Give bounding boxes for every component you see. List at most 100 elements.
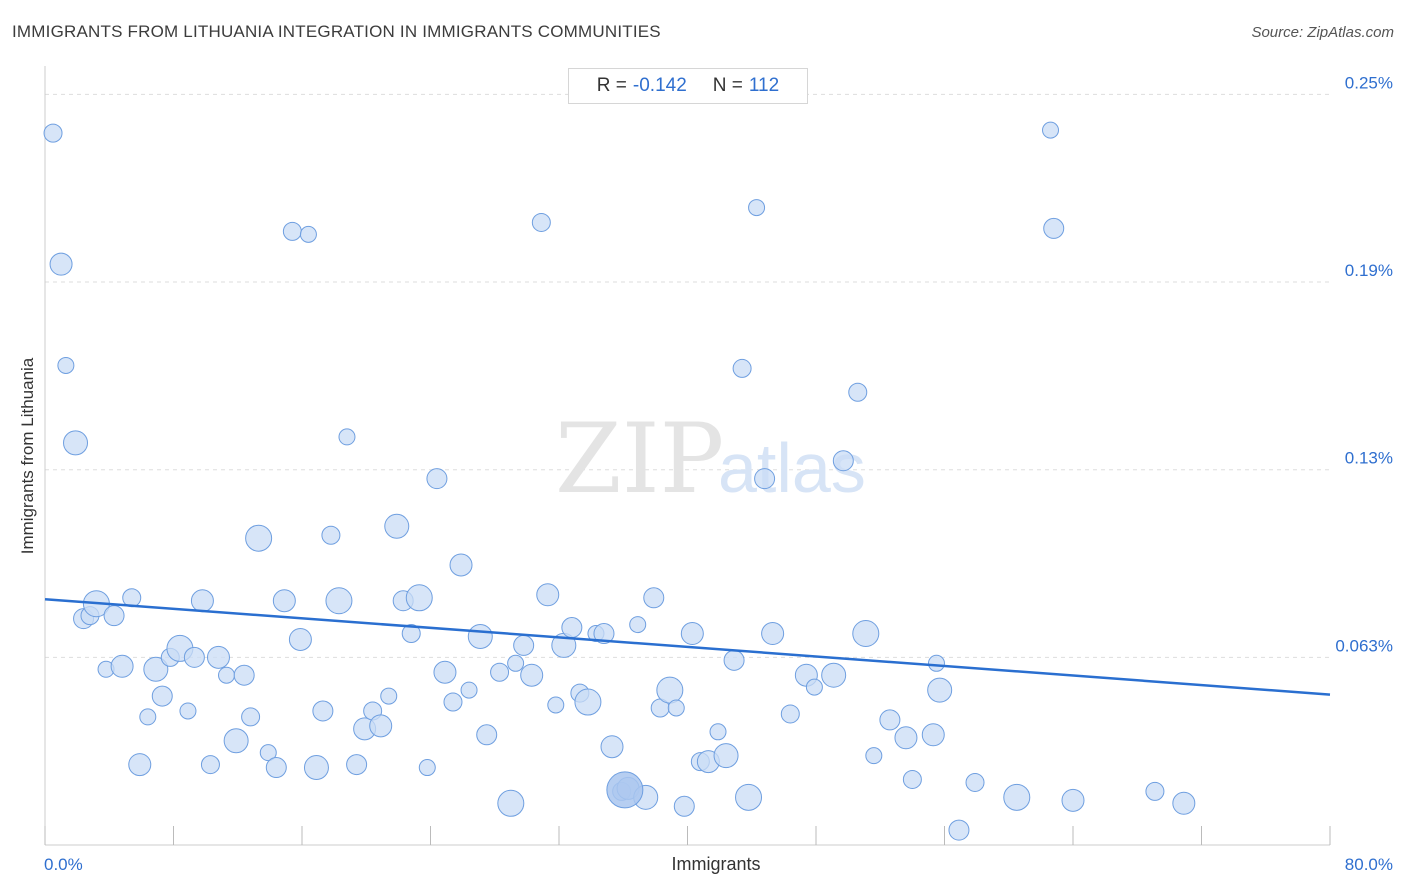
- data-point: [865, 747, 883, 765]
- data-point: [183, 646, 205, 668]
- data-point: [1003, 783, 1031, 811]
- chart-title: IMMIGRANTS FROM LITHUANIA INTEGRATION IN…: [12, 22, 661, 41]
- data-point: [128, 753, 152, 777]
- data-point: [206, 645, 230, 669]
- data-point: [312, 700, 334, 722]
- x-tick-label: 0.0%: [44, 855, 83, 874]
- tick-label-layer: 0.063% 0.13% 0.19% 0.25% 0.0% 80.0%: [44, 73, 1393, 874]
- y-axis-label: Immigrants from Lithuania: [18, 357, 37, 555]
- data-point: [593, 623, 615, 645]
- data-point: [732, 358, 752, 378]
- data-point: [848, 382, 868, 402]
- x-axis-label: Immigrants: [671, 854, 761, 874]
- data-point: [507, 654, 525, 672]
- data-point: [1061, 788, 1085, 812]
- r-value: -0.142: [632, 75, 687, 96]
- data-point: [288, 627, 312, 651]
- data-point: [325, 587, 353, 615]
- data-point: [805, 678, 823, 696]
- data-point: [179, 702, 197, 720]
- axes-layer: [44, 66, 1331, 846]
- n-value: 112: [748, 75, 780, 96]
- y-tick-label: 0.063%: [1335, 636, 1393, 655]
- data-point: [852, 620, 880, 648]
- data-point: [821, 662, 847, 688]
- data-point: [223, 728, 249, 754]
- data-point: [879, 709, 901, 731]
- data-point: [190, 589, 214, 613]
- data-point: [218, 666, 236, 684]
- data-point: [460, 681, 478, 699]
- data-point: [754, 468, 776, 490]
- data-point: [948, 819, 970, 841]
- data-point: [680, 622, 704, 646]
- data-point: [476, 724, 498, 746]
- data-point: [656, 676, 684, 704]
- data-point: [63, 430, 89, 456]
- data-point: [1043, 217, 1065, 239]
- data-point: [245, 524, 273, 552]
- data-point: [561, 617, 583, 639]
- data-point: [233, 664, 255, 686]
- data-point: [338, 428, 356, 446]
- data-point: [433, 660, 457, 684]
- data-point: [547, 696, 565, 714]
- data-point: [265, 757, 287, 779]
- data-point: [139, 708, 157, 726]
- data-point: [927, 677, 953, 703]
- y-tick-label: 0.13%: [1345, 449, 1393, 468]
- data-point: [151, 685, 173, 707]
- data-point: [143, 656, 169, 682]
- data-point: [713, 743, 739, 769]
- trend-layer: [44, 598, 1331, 696]
- data-point: [443, 692, 463, 712]
- data-point: [1042, 121, 1060, 139]
- data-point: [380, 687, 398, 705]
- data-point: [832, 450, 854, 472]
- data-point: [927, 654, 945, 672]
- data-point: [1172, 791, 1196, 815]
- y-tick-label: 0.25%: [1345, 73, 1393, 92]
- data-point: [673, 795, 695, 817]
- data-point: [282, 221, 302, 241]
- data-point: [531, 212, 551, 232]
- data-point: [259, 744, 277, 762]
- data-point: [110, 654, 134, 678]
- data-point: [780, 704, 800, 724]
- data-point: [667, 699, 685, 717]
- data-point: [303, 755, 329, 781]
- data-point: [49, 252, 73, 276]
- data-point: [748, 199, 766, 217]
- data-point: [449, 553, 473, 577]
- data-point: [735, 783, 763, 811]
- data-point: [384, 513, 410, 539]
- x-tick-label: 80.0%: [1345, 855, 1393, 874]
- data-point: [513, 634, 535, 656]
- source-credit: Source: ZipAtlas.com: [1251, 24, 1394, 41]
- correlation-stats-box: R = -0.142 N = 112: [568, 68, 808, 104]
- data-point: [709, 723, 727, 741]
- data-point: [643, 587, 665, 609]
- data-point: [629, 616, 647, 634]
- data-point: [600, 735, 624, 759]
- data-point: [346, 754, 368, 776]
- data-point: [497, 789, 525, 817]
- n-label: N =: [712, 75, 743, 96]
- r-label: R =: [596, 75, 627, 96]
- data-point: [299, 225, 317, 243]
- data-point: [321, 525, 341, 545]
- data-point: [405, 584, 433, 612]
- data-point: [426, 468, 448, 490]
- data-point: [200, 755, 220, 775]
- data-point-large: [606, 771, 644, 809]
- data-point: [536, 583, 560, 607]
- data-point: [369, 714, 393, 738]
- data-point: [103, 605, 125, 627]
- data-point: [272, 589, 296, 613]
- watermark: ZIP atlas: [555, 403, 866, 515]
- grid-layer: [45, 93, 1330, 658]
- data-point: [57, 356, 75, 374]
- watermark-zip: ZIP: [555, 403, 724, 515]
- data-point: [574, 688, 602, 716]
